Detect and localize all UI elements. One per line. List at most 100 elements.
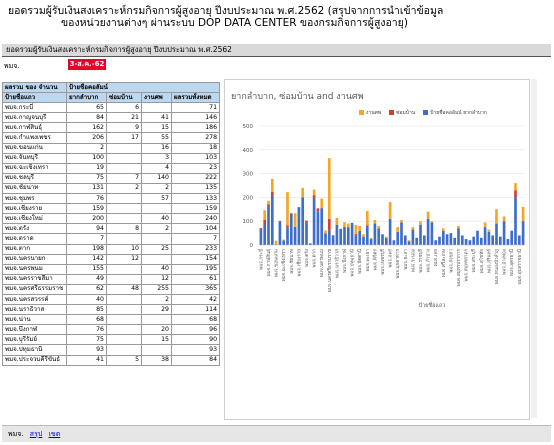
- row-label: พมจ.นครศรีธรรมราช: [2, 283, 67, 295]
- bar-segment: [259, 228, 263, 230]
- table-row[interactable]: พมจ.เชียงใหม่ 200 40 240: [2, 213, 221, 225]
- table-row[interactable]: พมจ.น่าน 68 68: [2, 314, 221, 326]
- cell-value: 40: [141, 263, 172, 275]
- column-header[interactable]: ผลรวมทั้งหมด: [170, 92, 221, 104]
- table-row[interactable]: พมจ.กาฬสินธุ์ 162 9 15 186: [2, 122, 221, 134]
- x-tick-label: พมจ.สงขลา: [448, 249, 454, 273]
- sheet-tab-summary[interactable]: สรุป: [29, 430, 43, 438]
- column-header[interactable]: ยากลำบาก: [66, 92, 107, 104]
- table-row[interactable]: พมจ.ตรัง 94 8 2 104: [2, 223, 221, 235]
- bar-segment: [483, 222, 487, 228]
- cell-value: [106, 344, 142, 356]
- cell-value: 94: [66, 223, 107, 235]
- bar-segment: [354, 225, 358, 235]
- table-row[interactable]: พมจ.ตาก 198 10 25 233: [2, 243, 221, 255]
- table-row[interactable]: พมจ.จันทบุรี 100 3 103: [2, 152, 221, 164]
- cell-value: 162: [66, 122, 107, 134]
- table-row[interactable]: พมจ.นครสวรรค์ 40 2 42: [2, 293, 221, 306]
- row-label: พมจ.ตรัง: [2, 223, 67, 235]
- table-row[interactable]: พมจ.เชียงราย 159 159: [2, 203, 221, 215]
- bar-segment: [403, 235, 407, 245]
- cell-value: 133: [170, 193, 221, 205]
- cell-value: 222: [170, 172, 221, 184]
- cell-value: [141, 102, 172, 114]
- row-label: พมจ.ขอนแก่น: [2, 142, 67, 154]
- x-tick-label: พมจ.ฉะเชิงเทรา: [281, 249, 287, 282]
- table-row[interactable]: พมจ.ปทุมธานี 93 93: [2, 344, 221, 356]
- bar-segment: [441, 230, 445, 245]
- pivot-column-group[interactable]: ป้ายชื่อคอลัมน์: [65, 81, 221, 94]
- legend-item-hardship: ป้ายชื่อคอลัมน์ ยากลำบาก: [423, 109, 487, 117]
- x-tick-label: พมจ.อุดรธานี: [508, 248, 515, 276]
- bar-segment: [422, 235, 426, 245]
- row-label: พมจ.ตราด: [2, 233, 67, 245]
- bar-segment: [384, 236, 388, 238]
- table-row[interactable]: พมจ.บุรีรัมย์ 75 15 90: [2, 334, 221, 346]
- table-row[interactable]: พมจ.นครศรีธรรมราช 62 48 255 365: [2, 283, 221, 295]
- x-tick-label: พมจ.บึงกาฬ: [341, 248, 348, 273]
- cell-value: 40: [66, 293, 107, 306]
- row-label: พมจ.ประจวบคีรีขันธ์: [2, 354, 67, 366]
- bar-segment: [327, 158, 331, 219]
- table-row[interactable]: พมจ.นราธิวาส 85 29 114: [2, 304, 221, 316]
- bar-segment: [346, 227, 350, 245]
- chart-panel[interactable]: ยากลำบาก, ซ่อมบ้าน and งานศพ งานศพ ซ่อมบ…: [224, 79, 530, 420]
- table-row[interactable]: พมจ.ขอนแก่น 2 16 18: [2, 142, 221, 154]
- bar-segment: [407, 240, 411, 242]
- table-row[interactable]: พมจ.กาญจนบุรี 84 21 41 146: [2, 112, 221, 124]
- bar-segment: [400, 222, 403, 245]
- x-tick-label: พมจ.สมุทรปราการ: [456, 248, 462, 286]
- bar-segment: [453, 237, 457, 245]
- cell-value: 159: [66, 203, 107, 215]
- bar-segment: [263, 220, 267, 226]
- cell-value: 18: [170, 142, 221, 154]
- table-row[interactable]: พมจ.นครราชสีมา 49 12 61: [2, 273, 221, 285]
- table-row[interactable]: พมจ.ชัยนาท 131 2 2 135: [2, 182, 221, 195]
- x-tick-label: พมจ.นครศรีธรรมราช: [326, 249, 333, 292]
- cell-value: 55: [141, 132, 172, 144]
- y-tick-label: 400: [243, 148, 254, 154]
- sheet-tab-units[interactable]: พมจ.: [8, 430, 24, 438]
- cell-value: 75: [66, 172, 107, 184]
- cell-value: 40: [141, 213, 172, 225]
- bar-segment: [521, 221, 525, 245]
- row-label: พมจ.บุรีรัมย์: [2, 334, 67, 346]
- bar-segment: [479, 237, 483, 245]
- cell-value: 255: [141, 283, 172, 295]
- cell-value: [141, 233, 172, 245]
- bar-segment: [502, 216, 506, 222]
- bar-segment: [270, 178, 274, 192]
- table-row[interactable]: พมจ.กระบี่ 65 6 71: [2, 102, 221, 114]
- row-label: พมจ.เชียงใหม่: [2, 213, 67, 225]
- column-header[interactable]: ซ่อมบ้าน: [106, 92, 142, 104]
- vertical-scrollbar[interactable]: [531, 79, 537, 418]
- table-row[interactable]: พมจ.ฉะเชิงเทรา 19 4 23: [2, 162, 221, 174]
- bar-segment: [487, 231, 491, 245]
- column-header[interactable]: งานศพ: [141, 92, 172, 104]
- table-row[interactable]: พมจ.ชลบุรี 75 7 140 222: [2, 172, 221, 184]
- pivot-title[interactable]: ผลรวม ของ จำนวน: [2, 81, 67, 94]
- cell-value: 100: [66, 152, 107, 164]
- row-label: พมจ.นครพนม: [2, 263, 67, 275]
- cell-value: [106, 334, 142, 346]
- sheet-tab-region[interactable]: เขต: [48, 430, 61, 438]
- bar-segment: [388, 202, 392, 219]
- cell-value: 2: [141, 182, 172, 195]
- row-label: พมจ.กาญจนบุรี: [2, 112, 67, 124]
- bar-segment: [335, 217, 339, 225]
- column-header[interactable]: ป้ายชื่อแถว: [2, 92, 67, 104]
- table-row[interactable]: พมจ.ชุมพร 76 57 133: [2, 193, 221, 205]
- cell-value: 131: [66, 182, 107, 195]
- table-row[interactable]: พมจ.นครพนม 155 40 195: [2, 263, 221, 275]
- table-row[interactable]: พมจ.ประจวบคีรีขันธ์ 41 5 38 84: [2, 354, 221, 366]
- table-row[interactable]: พมจ.นครนายก 142 12 154: [2, 253, 221, 265]
- cell-value: 186: [170, 122, 221, 134]
- cell-value: 84: [66, 112, 107, 124]
- x-tick-label: พมจ.ตรัง: [303, 249, 310, 267]
- cell-value: 278: [170, 132, 221, 144]
- table-row[interactable]: พมจ.กำแพงเพชร 206 17 55 278: [2, 132, 221, 144]
- table-row[interactable]: พมจ.บึงกาฬ 76 20 96: [2, 324, 221, 336]
- bar-segment: [517, 235, 521, 245]
- table-row[interactable]: พมจ.ตราด 7 7: [2, 233, 221, 245]
- cell-value: 68: [170, 314, 221, 326]
